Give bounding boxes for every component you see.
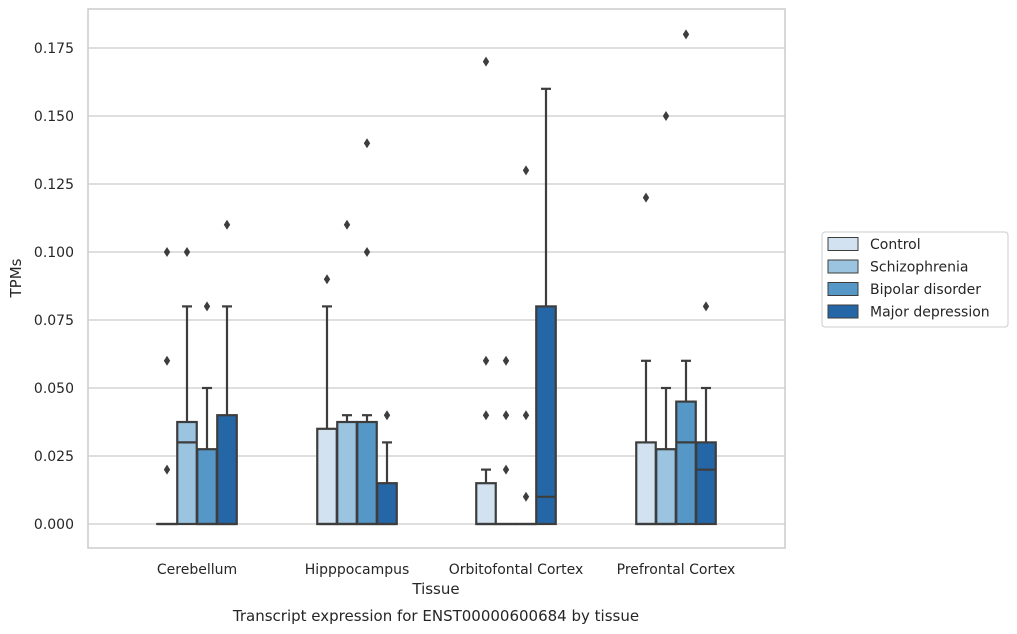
x-tick-label: Cerebellum <box>157 562 237 578</box>
outlier-point <box>482 410 490 421</box>
outlier-point <box>642 192 650 203</box>
box <box>675 400 697 526</box>
x-tick-label: Hipppocampus <box>305 562 410 578</box>
outlier-point <box>502 464 510 475</box>
outlier-point <box>383 410 391 421</box>
outlier-point <box>163 247 171 257</box>
legend-swatch <box>827 259 859 274</box>
box <box>655 448 677 526</box>
outlier-point <box>522 491 530 502</box>
legend-label: Control <box>870 237 921 253</box>
x-axis-title: Tissue <box>411 580 459 598</box>
box <box>535 305 557 526</box>
outlier-point <box>363 138 371 149</box>
box <box>356 420 378 526</box>
outlier-point <box>702 301 710 312</box>
box <box>475 482 497 526</box>
y-tick-label: 0.125 <box>34 177 74 193</box>
y-axis-ticks: 0.000 0.025 0.050 0.075 0.100 0.125 0.150 0.175 <box>34 41 74 533</box>
outlier-point <box>482 56 490 67</box>
plot-frame <box>87 8 786 549</box>
legend: Control Schizophrenia Bipolar disorder Majo… <box>821 231 1009 328</box>
y-tick-label: 0.075 <box>34 313 74 329</box>
y-tick-label: 0.050 <box>34 381 74 397</box>
chart-caption: Transcript expression for ENST0000060068… <box>232 607 639 625</box>
outlier-point <box>163 464 171 475</box>
box-series <box>156 29 717 526</box>
outlier-point <box>662 111 670 121</box>
legend-label: Schizophrenia <box>870 260 968 276</box>
y-tick-label: 0.025 <box>34 449 74 465</box>
box <box>376 482 398 526</box>
outlier-point <box>363 247 371 257</box>
outlier-point <box>482 355 490 366</box>
x-axis-ticks: Cerebellum Hipppocampus Orbitofontal Corte… <box>157 562 735 578</box>
outlier-point <box>502 410 510 421</box>
legend-swatch <box>827 282 859 296</box>
box <box>216 414 238 526</box>
outlier-point <box>203 301 211 312</box>
outlier-point <box>323 274 331 285</box>
outlier-point <box>522 165 530 176</box>
y-tick-label: 0.175 <box>34 41 74 57</box>
box <box>176 420 198 526</box>
box <box>196 448 218 526</box>
outlier-point <box>163 355 171 366</box>
box <box>695 441 717 526</box>
legend-swatch <box>827 304 859 319</box>
y-tick-label: 0.150 <box>34 109 74 125</box>
box <box>336 420 358 526</box>
legend-frame <box>821 231 1009 328</box>
outlier-point <box>223 219 231 230</box>
outlier-point <box>183 247 191 257</box>
legend-swatch <box>827 237 859 251</box>
outlier-point <box>522 410 530 421</box>
x-tick-label: Orbitofontal Cortex <box>449 562 584 578</box>
x-tick-label: Prefrontal Cortex <box>617 562 736 578</box>
y-tick-label: 0.000 <box>34 517 74 533</box>
outlier-point <box>502 355 510 366</box>
box <box>316 427 338 526</box>
y-axis-title: TPMs <box>7 258 25 298</box>
y-tick-label: 0.100 <box>34 245 74 261</box>
outlier-point <box>682 29 690 40</box>
legend-label: Bipolar disorder <box>870 282 981 298</box>
outlier-point <box>343 219 351 230</box>
box <box>635 441 657 526</box>
legend-label: Major depression <box>870 305 990 321</box>
